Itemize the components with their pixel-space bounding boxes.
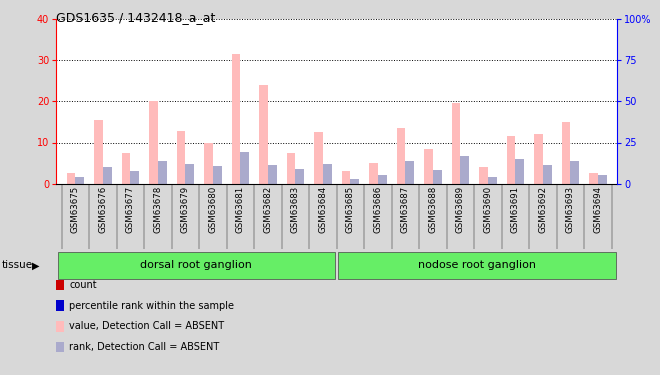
Bar <box>314 132 323 184</box>
Text: rank, Detection Call = ABSENT: rank, Detection Call = ABSENT <box>69 342 220 352</box>
Text: ▶: ▶ <box>32 260 39 270</box>
Text: GSM63676: GSM63676 <box>98 186 108 233</box>
Bar <box>75 177 84 184</box>
Bar <box>598 175 607 184</box>
Text: GSM63689: GSM63689 <box>456 186 465 233</box>
Text: GSM63687: GSM63687 <box>401 186 410 233</box>
Bar <box>562 122 570 184</box>
Bar <box>451 104 460 184</box>
Bar <box>589 173 598 184</box>
Bar <box>369 163 378 184</box>
Bar <box>405 160 414 184</box>
Text: GSM63682: GSM63682 <box>263 186 273 233</box>
Text: GSM63680: GSM63680 <box>209 186 217 233</box>
Bar <box>534 134 543 184</box>
Bar <box>338 252 616 279</box>
Bar <box>176 131 185 184</box>
Bar <box>232 54 240 184</box>
Text: dorsal root ganglion: dorsal root ganglion <box>141 260 252 270</box>
Text: GSM63692: GSM63692 <box>539 186 547 233</box>
Text: GSM63691: GSM63691 <box>511 186 520 233</box>
Text: GSM63675: GSM63675 <box>71 186 80 233</box>
Text: GSM63684: GSM63684 <box>318 186 327 233</box>
Text: GSM63683: GSM63683 <box>291 186 300 233</box>
Text: GSM63679: GSM63679 <box>181 186 190 233</box>
Bar <box>213 166 222 184</box>
Bar <box>515 159 524 184</box>
Bar <box>94 120 103 184</box>
Text: GSM63681: GSM63681 <box>236 186 245 233</box>
Text: count: count <box>69 280 97 290</box>
Text: value, Detection Call = ABSENT: value, Detection Call = ABSENT <box>69 321 224 331</box>
Bar <box>240 152 249 184</box>
Bar <box>488 177 496 184</box>
Bar <box>130 171 139 184</box>
Bar <box>543 165 552 184</box>
Bar <box>378 175 387 184</box>
Bar <box>121 153 130 184</box>
Bar <box>342 171 350 184</box>
Bar <box>103 167 112 184</box>
Text: GSM63694: GSM63694 <box>593 186 603 233</box>
Bar <box>259 85 268 184</box>
Text: GSM63685: GSM63685 <box>346 186 355 233</box>
Text: GDS1635 / 1432418_a_at: GDS1635 / 1432418_a_at <box>56 11 215 24</box>
Bar <box>507 136 515 184</box>
Bar <box>149 101 158 184</box>
Bar <box>57 252 335 279</box>
Text: tissue: tissue <box>1 260 32 270</box>
Text: GSM63678: GSM63678 <box>153 186 162 233</box>
Text: GSM63686: GSM63686 <box>374 186 382 233</box>
Bar <box>323 164 331 184</box>
Bar <box>570 162 579 184</box>
Bar <box>424 149 433 184</box>
Text: nodose root ganglion: nodose root ganglion <box>418 260 536 270</box>
Bar <box>479 167 488 184</box>
Text: GSM63693: GSM63693 <box>566 186 575 233</box>
Bar <box>397 128 405 184</box>
Bar <box>185 164 194 184</box>
Text: GSM63688: GSM63688 <box>428 186 438 233</box>
Bar <box>295 169 304 184</box>
Text: GSM63677: GSM63677 <box>126 186 135 233</box>
Bar <box>350 179 359 184</box>
Bar <box>460 156 469 184</box>
Bar <box>286 153 295 184</box>
Text: GSM63690: GSM63690 <box>483 186 492 233</box>
Bar <box>433 170 442 184</box>
Bar <box>204 142 213 184</box>
Bar <box>158 162 166 184</box>
Bar <box>67 173 75 184</box>
Bar <box>268 165 277 184</box>
Text: percentile rank within the sample: percentile rank within the sample <box>69 301 234 310</box>
